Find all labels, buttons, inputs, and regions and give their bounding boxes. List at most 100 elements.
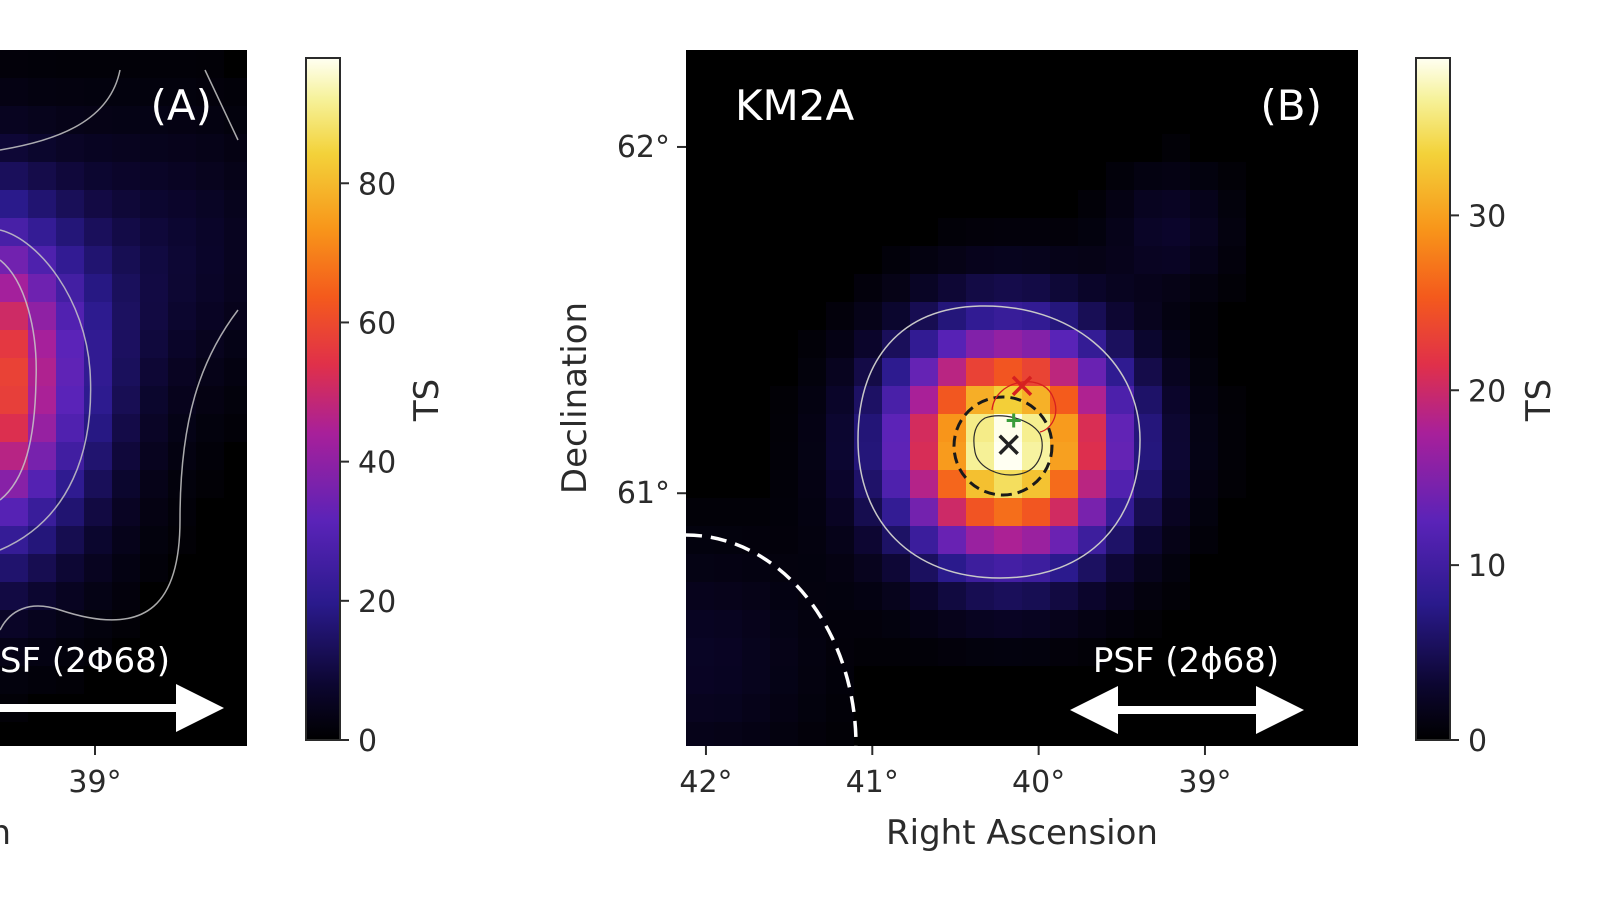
heat-cell-a (56, 526, 84, 554)
heat-cell-a (196, 386, 224, 414)
heat-cell-b (1050, 330, 1078, 358)
heat-cell-a (224, 386, 247, 414)
heat-cell-b (910, 638, 938, 666)
x-tick-b: 42° (679, 765, 732, 800)
contours-a (0, 69, 239, 631)
heat-cell-b (910, 274, 938, 302)
heat-cell-b (854, 274, 882, 302)
heat-cell-b (910, 554, 938, 582)
heat-cell-a (0, 554, 28, 582)
heat-cell-b (770, 442, 798, 470)
heat-cell-b (1022, 498, 1050, 526)
heat-cell-b (770, 638, 798, 666)
heat-cell-b (770, 610, 798, 638)
heat-cell-b (938, 414, 966, 442)
heat-cell-b (1022, 246, 1050, 274)
heat-cell-b (1106, 582, 1134, 610)
heat-cell-b (1050, 274, 1078, 302)
heat-cell-b (854, 610, 882, 638)
heat-cell-b (1078, 470, 1106, 498)
heat-cell-a (0, 582, 28, 610)
heat-cell-a (168, 358, 196, 386)
heat-cell-b (1050, 498, 1078, 526)
heat-cell-b (742, 694, 770, 722)
heat-cell-a (28, 218, 56, 246)
heat-cell-b (1162, 526, 1190, 554)
heat-cell-a (56, 190, 84, 218)
heat-cell-b (770, 470, 798, 498)
heat-cell-a (140, 442, 168, 470)
heat-cell-b (686, 526, 714, 554)
colorbar-a (305, 57, 341, 741)
heat-cell-a (140, 498, 168, 526)
heat-cell-a (28, 442, 56, 470)
heat-cell-b (910, 386, 938, 414)
heat-cell-b (1218, 442, 1246, 470)
heat-cell-a (224, 106, 247, 134)
heat-cell-b (798, 498, 826, 526)
marker-x (1011, 375, 1033, 397)
heat-cell-a (196, 274, 224, 302)
heat-cell-b (966, 246, 994, 274)
heat-cell-a (140, 358, 168, 386)
heat-cell-a (224, 330, 247, 358)
heat-cell-a (112, 218, 140, 246)
heat-cell-b (826, 694, 854, 722)
heat-cell-b (742, 498, 770, 526)
heat-cell-b (714, 722, 742, 746)
heat-cell-a (0, 106, 28, 134)
heat-cell-a (0, 666, 28, 694)
heat-cell-b (1106, 386, 1134, 414)
heat-cell-a (112, 414, 140, 442)
heat-cell-b (966, 638, 994, 666)
heat-cell-a (84, 134, 112, 162)
heat-cell-b (966, 274, 994, 302)
heat-cell-b (1050, 470, 1078, 498)
heat-cell-a (84, 302, 112, 330)
heat-cell-b (994, 246, 1022, 274)
heat-cell-b (686, 582, 714, 610)
heat-cell-b (966, 414, 994, 442)
heat-cell-a (56, 610, 84, 638)
heat-cell-b (882, 330, 910, 358)
heat-cell-a (56, 246, 84, 274)
heat-cell-b (1078, 638, 1106, 666)
heat-cell-b (798, 554, 826, 582)
y-tick-b: 61° (617, 476, 670, 511)
heat-cell-b (994, 610, 1022, 638)
contour-b-outer (857, 305, 1141, 579)
heat-cell-a (196, 414, 224, 442)
heat-cell-a (84, 638, 112, 666)
heat-cell-b (1050, 526, 1078, 554)
heat-cell-a (224, 302, 247, 330)
heat-cell-b (742, 610, 770, 638)
heat-cell-a (28, 50, 56, 78)
heat-cell-b (1050, 442, 1078, 470)
heat-cell-a (84, 470, 112, 498)
heat-cell-b (854, 638, 882, 666)
colorbar-tick: 40 (358, 446, 396, 481)
heat-cell-b (1022, 582, 1050, 610)
heat-cell-b (938, 246, 966, 274)
heat-cell-b (1106, 190, 1134, 218)
heat-cell-b (938, 302, 966, 330)
heat-cell-a (84, 50, 112, 78)
heat-cell-b (1134, 554, 1162, 582)
heat-cell-a (84, 526, 112, 554)
heatmap-b (686, 134, 1246, 746)
heat-cell-b (966, 610, 994, 638)
heat-cell-b (938, 582, 966, 610)
heat-cell-b (714, 666, 742, 694)
marker-x (998, 434, 1019, 455)
heat-cell-b (1134, 190, 1162, 218)
heat-cell-b (1050, 554, 1078, 582)
heat-cell-b (714, 694, 742, 722)
heat-cell-b (1162, 162, 1190, 190)
panel-b: KM2A (B) PSF (2ϕ68) 42° 41° 40° 39° 62°61° … (555, 50, 1559, 853)
heat-cell-b (910, 470, 938, 498)
heat-cell-a (168, 414, 196, 442)
heat-cell-b (1134, 274, 1162, 302)
heat-cell-b (854, 330, 882, 358)
heat-cell-a (140, 302, 168, 330)
